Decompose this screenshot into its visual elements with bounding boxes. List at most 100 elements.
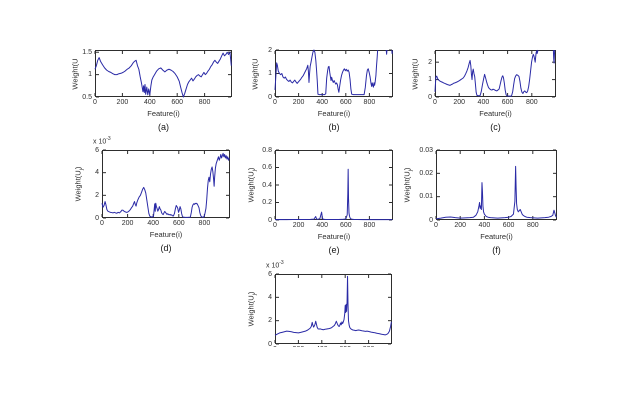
x-tick-label: 800 — [525, 99, 538, 106]
axes-svg — [435, 149, 557, 221]
y-tick-label: 0.8 — [262, 146, 272, 154]
x-tick-label: 200 — [292, 99, 305, 106]
subplot-caption: (c) — [490, 122, 501, 132]
x-tick-label: 0 — [273, 222, 277, 229]
x-tick-label: 200 — [292, 222, 305, 229]
data-series-line — [391, 49, 393, 55]
axes-svg — [434, 49, 556, 98]
x-tick-label: 200 — [121, 220, 134, 227]
axes-svg — [101, 149, 230, 219]
y-tick-label: 0 — [268, 93, 272, 101]
x-tick-label: 600 — [339, 222, 352, 229]
axes-svg — [94, 50, 232, 98]
subplot-caption: (e) — [328, 245, 340, 255]
data-series-line — [274, 168, 393, 221]
subplot-f: Weight(Uj) Feature(i) (f) 0 200 400 600 800 0… — [403, 147, 557, 255]
y-tick-label: 0.5 — [82, 93, 92, 101]
y-tick-label: 6 — [95, 146, 99, 154]
x-axis-label: Feature(i) — [480, 232, 513, 241]
subplot-caption: (b) — [328, 122, 340, 132]
subplot-c: Weight(U Feature(i) (c) 0 200 400 600 800 0 1 2 — [410, 49, 556, 132]
subplot-b: Weight(U Feature(i) (b) 0 200 400 600 800 0 1 2 — [250, 47, 393, 132]
data-series-line — [274, 49, 379, 96]
x-axis-label: Feature(i) — [147, 109, 180, 118]
x-tick-label: 800 — [198, 99, 211, 106]
data-series-line — [552, 49, 556, 64]
y-tick-label: 0.4 — [262, 181, 272, 189]
x-tick-label: 600 — [501, 99, 514, 106]
subplot-caption: (a) — [158, 122, 169, 132]
y-tick-label: 0.03 — [419, 146, 433, 154]
x-tick-label: 0 — [433, 99, 437, 106]
x-tick-label: 800 — [526, 222, 539, 229]
x-tick-label: 600 — [171, 99, 184, 106]
subplot-caption: (d) — [160, 243, 172, 253]
axes-svg — [274, 273, 392, 345]
data-series-line — [274, 275, 392, 336]
x-tick-label: 200 — [453, 99, 466, 106]
y-tick-label: 1 — [268, 70, 272, 77]
x-tick-label: 0 — [273, 99, 277, 106]
x-axis-label: Feature(i) — [317, 109, 351, 118]
x-tick-label: 400 — [143, 99, 156, 106]
y-tick-label: 0.02 — [419, 169, 433, 177]
x-tick-label: 800 — [356, 346, 382, 347]
y-tick-label: 0 — [268, 340, 272, 348]
x-tick-label: 0 — [434, 222, 438, 229]
x-tick-label: 0 — [93, 99, 97, 106]
y-tick-label: 0 — [428, 93, 432, 101]
x-axis-label: Feature(i) — [149, 230, 183, 239]
x-tick-label: 200 — [454, 222, 467, 229]
x-tick-label: 800 — [198, 220, 211, 227]
subplot-caption: (f) — [492, 245, 501, 255]
y-tick-label: 0.01 — [419, 193, 433, 201]
axes-frame — [436, 150, 557, 220]
y-tick-label: 1.5 — [82, 48, 92, 56]
y-tick-label: 2 — [268, 46, 272, 54]
y-tick-label: 0.6 — [262, 164, 272, 171]
axes-frame — [102, 150, 230, 218]
y-tick-label: 0 — [95, 214, 99, 222]
x-tick-label: 400 — [478, 222, 491, 229]
x-tick-label: 400 — [477, 99, 490, 106]
data-series-line — [101, 152, 230, 218]
axes-svg — [274, 149, 393, 221]
x-tick-label: 600 — [332, 346, 358, 347]
axes-frame — [275, 50, 393, 97]
y-tick-label: 4 — [95, 169, 99, 177]
x-tick-label: 600 — [502, 222, 515, 229]
axes-frame — [95, 50, 232, 97]
data-series-line — [435, 165, 557, 220]
x-tick-label: 400 — [316, 99, 329, 106]
y-tick-label: 0.2 — [262, 199, 272, 206]
x-tick-label: 600 — [339, 99, 352, 106]
y-tick-label: 0 — [268, 216, 272, 224]
x-tick-label: 400 — [309, 346, 335, 347]
axis-multiplier: x 10-3 — [93, 136, 111, 146]
x-tick-label: 600 — [172, 220, 185, 227]
axes-frame — [435, 50, 556, 97]
data-series-line — [94, 51, 232, 98]
y-tick-label: 4 — [268, 293, 272, 301]
axes-svg — [274, 49, 393, 98]
y-tick-label: 2 — [428, 58, 432, 66]
x-axis-label: Feature(i) — [317, 232, 351, 241]
x-tick-label: 0 — [262, 346, 288, 347]
x-tick-label: 0 — [100, 220, 104, 227]
x-tick-label: 200 — [116, 99, 129, 106]
axis-multiplier: x 10-3 — [266, 260, 284, 270]
y-tick-label: 0 — [429, 216, 433, 224]
data-series-line — [434, 49, 539, 97]
y-tick-label: 1 — [88, 71, 92, 79]
x-tick-label: 800 — [363, 222, 376, 229]
x-axis-label: Feature(i) — [479, 109, 512, 118]
subplot-d: x 10-3 Weight(Uj) Feature(i) (d) 0 200 400… — [74, 137, 230, 253]
y-tick-label: 1 — [428, 76, 432, 84]
x-tick-label: 200 — [285, 346, 311, 347]
y-tick-label: 2 — [95, 191, 99, 199]
axes-frame — [275, 150, 393, 220]
data-series-line — [385, 49, 388, 55]
